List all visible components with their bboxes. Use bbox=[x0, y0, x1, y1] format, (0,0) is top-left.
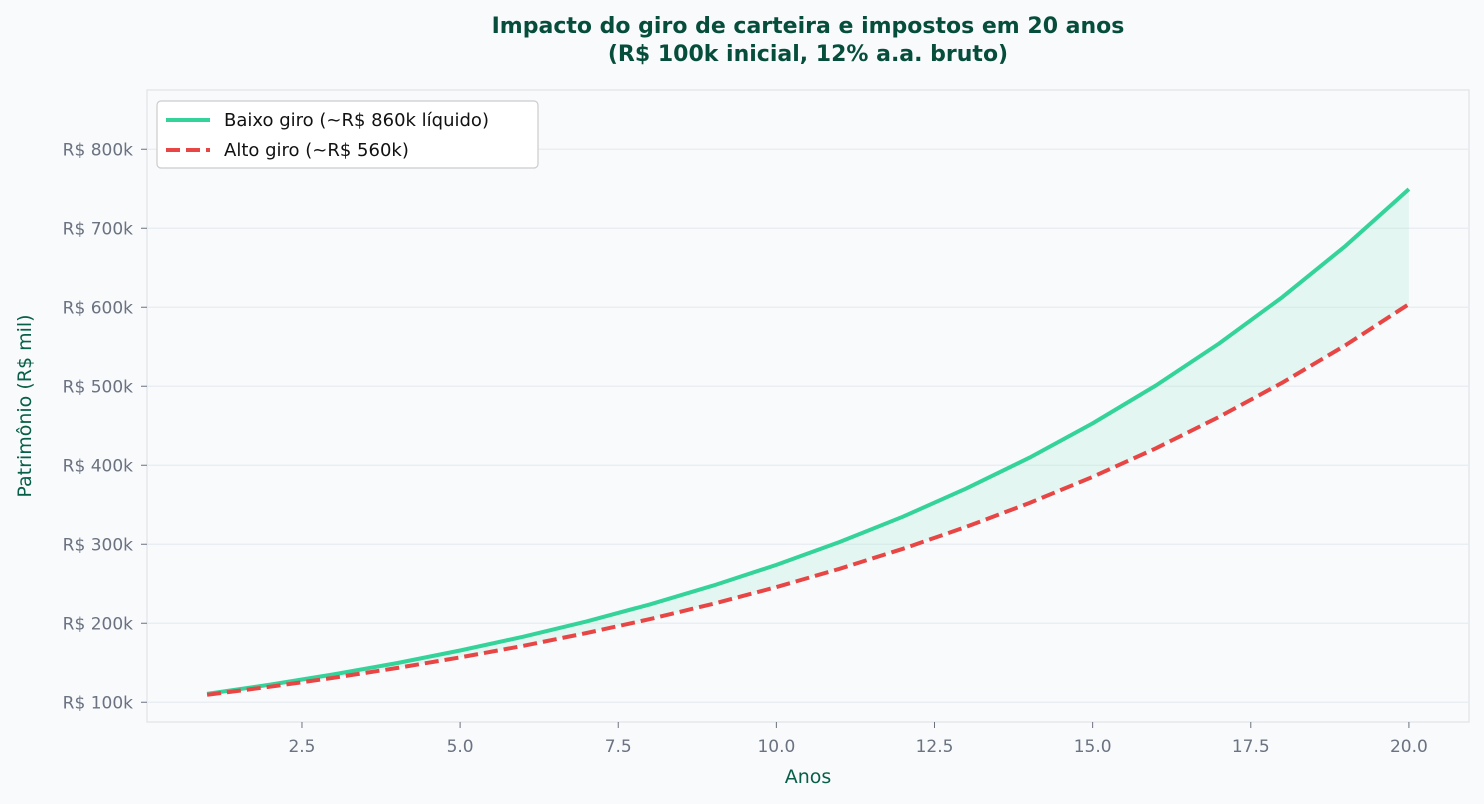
series-line-baixo-giro bbox=[206, 187, 1411, 696]
y-axis-ticks: R$ 100k R$ 200k R$ 300k R$ 400k R$ 500k R$ 60… bbox=[63, 140, 147, 713]
series-lines bbox=[206, 187, 1411, 697]
y-tick-label: R$ 700k bbox=[63, 219, 133, 239]
chart-title-line-1: Impacto do giro de carteira e impostos e… bbox=[492, 14, 1125, 39]
fill-between bbox=[207, 189, 1409, 695]
plot-area bbox=[146, 89, 1470, 723]
x-tick-label: 5.0 bbox=[447, 737, 474, 757]
y-tick-label: R$ 800k bbox=[63, 140, 133, 160]
legend: Baixo giro (~R$ 860k líquido) Alto giro … bbox=[156, 100, 539, 169]
legend-label-alto-giro: Alto giro (~R$ 560k) bbox=[224, 140, 409, 161]
y-tick-label: R$ 600k bbox=[63, 298, 133, 318]
x-tick-label: 15.0 bbox=[1074, 737, 1112, 757]
x-axis-ticks: 2.5 5.0 7.5 10.0 12.5 15.0 17.5 20.0 bbox=[288, 722, 1428, 757]
chart-title-line-2: (R$ 100k inicial, 12% a.a. bruto) bbox=[608, 42, 1008, 67]
x-tick-label: 10.0 bbox=[757, 737, 795, 757]
y-tick-label: R$ 400k bbox=[63, 456, 133, 476]
x-tick-label: 2.5 bbox=[288, 737, 315, 757]
fill-between-area bbox=[207, 189, 1409, 695]
y-tick-label: R$ 100k bbox=[63, 693, 133, 713]
series-line-alto-giro bbox=[206, 302, 1410, 697]
x-tick-label: 12.5 bbox=[916, 737, 954, 757]
legend-label-baixo-giro: Baixo giro (~R$ 860k líquido) bbox=[224, 110, 489, 131]
y-tick-label: R$ 500k bbox=[63, 377, 133, 397]
x-tick-label: 20.0 bbox=[1390, 737, 1428, 757]
y-axis-label: Patrimônio (R$ mil) bbox=[14, 314, 36, 497]
x-tick-label: 7.5 bbox=[605, 737, 632, 757]
x-tick-label: 17.5 bbox=[1232, 737, 1270, 757]
y-tick-label: R$ 200k bbox=[63, 614, 133, 634]
x-axis-label: Anos bbox=[785, 766, 832, 788]
y-tick-label: R$ 300k bbox=[63, 535, 133, 555]
legend-box bbox=[156, 100, 539, 169]
grid-lines bbox=[147, 148, 1469, 703]
